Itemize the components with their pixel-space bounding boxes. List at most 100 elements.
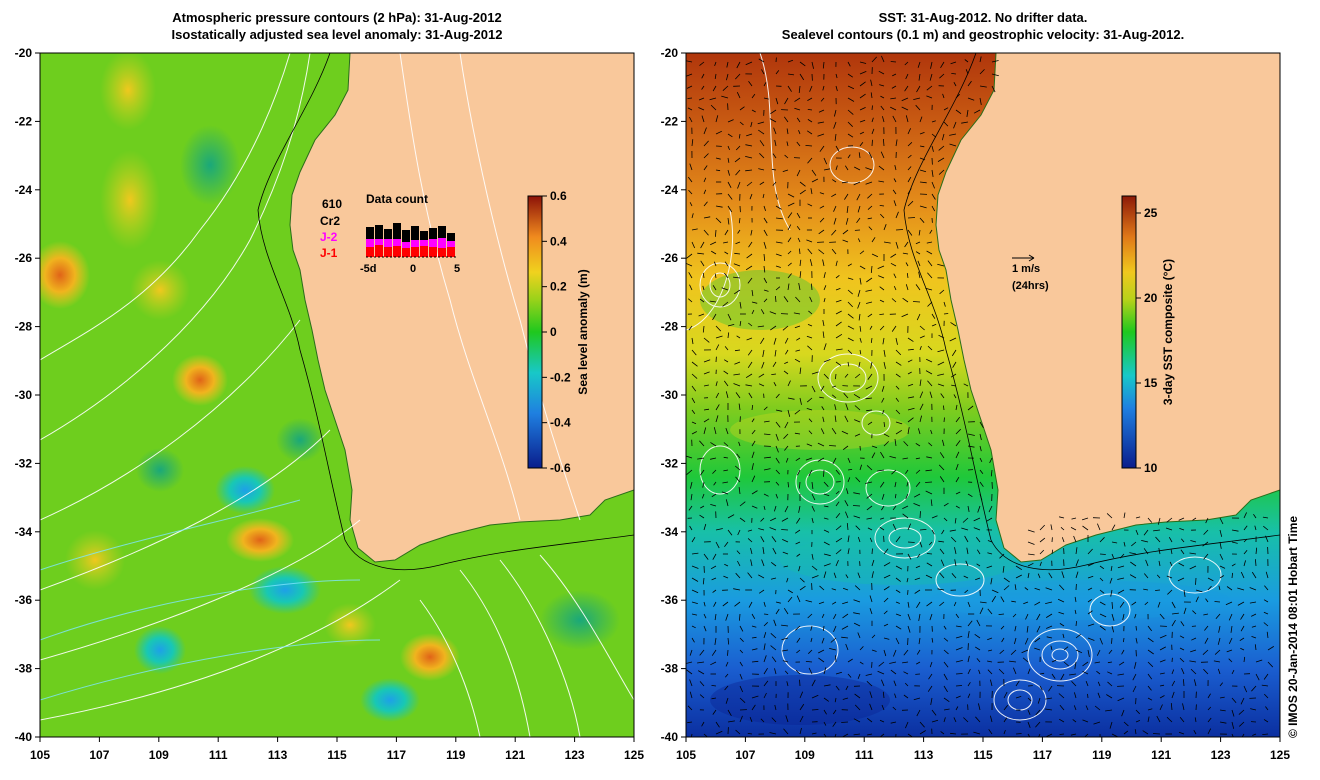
velocity-arrow [807,119,813,123]
velocity-arrow [787,237,792,243]
velocity-arrow [914,577,921,581]
velocity-arrow [831,601,837,605]
velocity-arrow [823,272,826,279]
velocity-arrow [867,527,873,531]
velocity-arrow [915,481,921,487]
velocity-arrow [1099,577,1104,582]
x-tick-label: 105 [30,748,50,762]
velocity-arrow [894,439,897,447]
right-axes: 105 107 109 111 113 115 117 119 121 123 125-20-22-… [661,46,1291,762]
velocity-arrow [775,433,779,441]
velocity-arrow [859,646,864,651]
velocity-arrow [918,637,921,645]
velocity-arrow [760,337,765,345]
velocity-arrow [976,549,981,555]
velocity-arrow [895,361,902,366]
velocity-arrow [950,61,957,65]
inset-bar-segment [393,246,401,257]
velocity-arrow [854,373,861,379]
velocity-arrow [749,193,753,200]
velocity-arrow [1058,693,1065,699]
velocity-arrow [823,571,827,579]
velocity-arrow [919,217,925,223]
velocity-arrow [931,169,934,177]
velocity-arrow [1072,719,1077,723]
right-title-line2: Sealevel contours (0.1 m) and geostrophi… [781,27,1185,42]
velocity-arrow [859,119,866,123]
velocity-arrow [1085,705,1089,711]
colorbar-tick-label: 0 [550,325,557,339]
velocity-arrow [913,503,921,507]
velocity-arrow [775,421,781,428]
velocity-arrow [775,469,780,475]
velocity-arrow [905,115,909,123]
velocity-arrow [823,168,831,171]
velocity-arrow [1237,587,1245,591]
velocity-arrow [906,481,909,487]
velocity-arrow [907,396,915,399]
velocity-arrow [1147,661,1154,668]
velocity-arrow [877,670,885,675]
velocity-arrow [835,333,843,339]
pressure-contours-cyan [40,499,381,701]
velocity-arrow [781,517,789,522]
velocity-arrow [907,229,913,236]
velocity-arrow [751,625,757,628]
velocity-arrow [739,637,744,642]
velocity-arrow [1183,607,1187,615]
velocity-arrow [1099,625,1106,631]
x-tick-label: 111 [209,748,228,762]
velocity-arrow [844,165,849,171]
velocity-arrow [770,645,777,651]
inset-bars [366,223,455,257]
velocity-arrow [905,284,909,291]
velocity-arrow [1062,633,1065,639]
velocity-arrow [833,217,837,225]
velocity-arrow [879,286,885,291]
velocity-arrow [964,535,969,543]
velocity-arrow [703,384,709,387]
velocity-arrow [811,553,814,560]
velocity-arrow [747,529,753,532]
velocity-arrow [703,337,710,343]
velocity-arrow [1147,685,1152,691]
velocity-arrow [1045,587,1053,591]
velocity-arrow [963,575,969,579]
colorbar-tick-label: -0.2 [550,370,571,384]
velocity-arrow [739,106,745,111]
velocity-arrow [762,547,765,555]
velocity-arrow [926,250,933,255]
velocity-arrow [775,70,780,75]
velocity-arrow [691,361,698,367]
velocity-arrow [950,536,957,543]
velocity-arrow [1171,601,1176,609]
y-tick-label: -26 [661,251,679,265]
colorbar-tick-label: 20 [1144,291,1158,305]
velocity-arrow [835,299,842,303]
velocity-arrow [926,456,933,459]
velocity-arrow [715,528,723,531]
velocity-arrow [1238,709,1245,715]
velocity-arrow [751,301,758,304]
velocity-arrow [1214,649,1221,655]
velocity-arrow [1099,613,1107,618]
velocity-arrow [906,577,909,583]
velocity-arrow [857,205,861,213]
velocity-arrow [892,706,897,711]
x-tick-label: 123 [565,748,585,762]
velocity-arrow [919,541,923,548]
velocity-arrow [807,613,813,619]
velocity-arrow [724,563,729,567]
velocity-arrow [710,241,717,246]
velocity-arrow [822,320,825,327]
velocity-arrow [854,405,861,411]
velocity-arrow [787,59,794,63]
velocity-arrow [1099,553,1106,555]
inset-xtick-neg5: -5d [360,263,377,275]
velocity-arrow [1082,670,1089,675]
velocity-arrow [842,613,849,619]
velocity-arrow [759,181,765,185]
velocity-arrow [724,685,729,691]
velocity-arrow [1195,596,1199,603]
velocity-arrow [895,536,901,543]
